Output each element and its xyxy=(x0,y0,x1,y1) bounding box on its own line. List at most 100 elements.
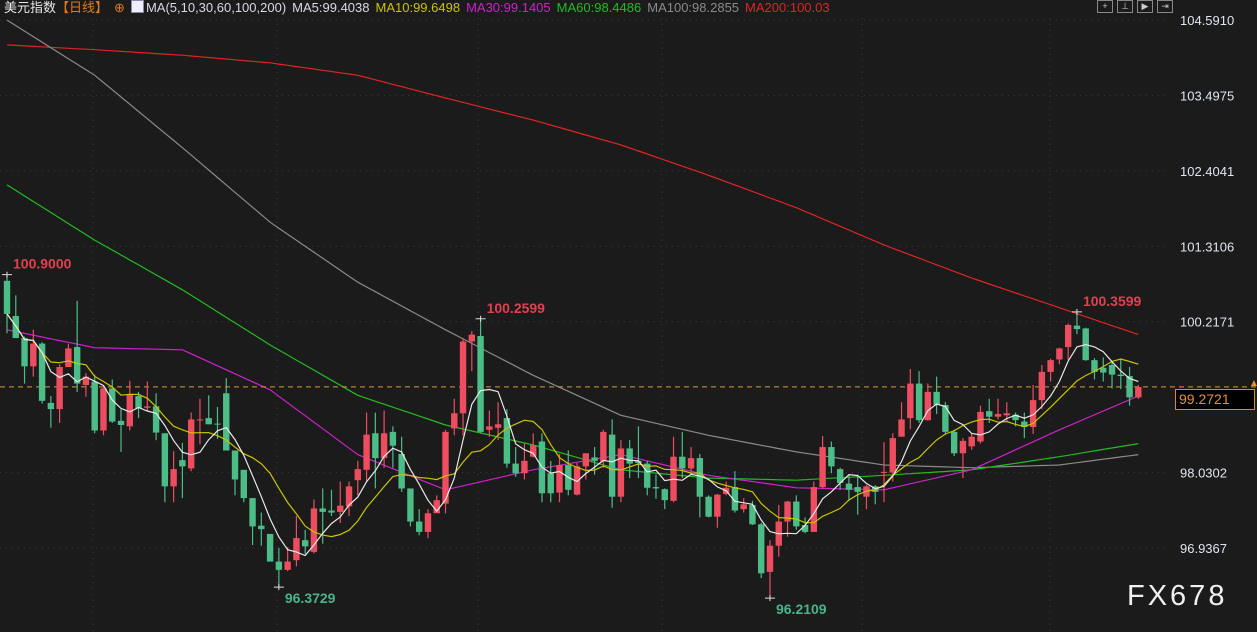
candle-body xyxy=(977,411,984,442)
candle-body xyxy=(828,447,835,467)
candle xyxy=(398,436,405,492)
candle-body xyxy=(240,469,247,499)
zoom-fit-icon[interactable]: ⊥ xyxy=(1117,0,1133,13)
candle xyxy=(1100,357,1107,382)
candle xyxy=(547,460,554,503)
indicator-chart-icon[interactable] xyxy=(130,0,144,13)
candle xyxy=(30,329,37,377)
candle-body xyxy=(56,367,63,410)
candle xyxy=(1126,367,1133,406)
candle-body xyxy=(398,453,405,489)
extreme-marker xyxy=(1071,308,1082,315)
candle-body xyxy=(187,419,195,469)
play-icon[interactable]: ▶ xyxy=(1137,0,1153,13)
watermark: FX678 xyxy=(1127,580,1228,612)
candle xyxy=(459,338,467,436)
candle xyxy=(284,547,291,572)
candle-body xyxy=(1073,325,1081,330)
jump-end-icon[interactable]: ⇥ xyxy=(1157,0,1173,13)
candle xyxy=(1021,412,1028,439)
candle xyxy=(117,409,125,452)
candle-body xyxy=(424,513,432,532)
candle xyxy=(608,419,616,508)
candle xyxy=(345,481,353,517)
candle-body xyxy=(328,510,335,513)
candle-body xyxy=(1029,400,1037,428)
candle-body xyxy=(38,343,46,401)
candle xyxy=(915,371,923,423)
candle xyxy=(179,442,186,499)
candle-body xyxy=(1135,387,1142,398)
candle xyxy=(21,336,28,384)
candle-body xyxy=(144,406,151,408)
candle xyxy=(714,493,721,528)
candle-body xyxy=(117,420,125,425)
candle-body xyxy=(801,525,809,532)
candle xyxy=(73,300,81,392)
candle-body xyxy=(266,533,274,562)
high-label: 100.3599 xyxy=(1083,293,1142,309)
candle-body xyxy=(179,460,186,467)
ma30-line xyxy=(6,329,1139,491)
crosshair-icon[interactable]: + xyxy=(1097,0,1113,13)
candle-body xyxy=(608,434,616,497)
candle-body xyxy=(521,460,528,474)
candle-body xyxy=(766,545,774,572)
candle-body xyxy=(661,489,668,501)
y-tick-label: 103.4975 xyxy=(1180,88,1234,103)
candle-body xyxy=(994,413,1002,417)
candle xyxy=(433,495,440,514)
candle xyxy=(828,441,835,474)
candle xyxy=(766,540,774,599)
ma10-value: MA10:99.6498 xyxy=(375,0,461,15)
candle-body xyxy=(749,504,756,525)
candle xyxy=(573,462,581,496)
candle xyxy=(293,516,300,567)
candle xyxy=(126,380,133,431)
candle xyxy=(863,484,870,510)
candle xyxy=(354,460,361,496)
candle-body xyxy=(73,347,81,384)
candle-body xyxy=(407,488,414,522)
candle xyxy=(731,471,739,513)
candle-body xyxy=(100,388,107,431)
candle xyxy=(898,402,905,437)
candle xyxy=(389,426,397,468)
candle-body xyxy=(1056,348,1063,360)
candle-body xyxy=(600,431,607,462)
instrument-title: 美元指数 xyxy=(4,0,57,15)
high-label: 100.2599 xyxy=(487,300,546,316)
candle xyxy=(65,343,72,368)
candle xyxy=(187,412,195,472)
candle-body xyxy=(433,500,440,514)
candle-body xyxy=(161,433,169,487)
period-label[interactable]: 【日线】 xyxy=(56,0,109,15)
candle xyxy=(503,409,511,468)
candle xyxy=(907,369,914,430)
candle-body xyxy=(345,486,353,507)
candle xyxy=(1073,311,1081,334)
candle-body xyxy=(714,494,721,517)
candle xyxy=(845,474,853,501)
candle xyxy=(38,342,46,404)
candle xyxy=(977,405,984,444)
candle-body xyxy=(793,501,800,527)
candle xyxy=(600,429,607,468)
low-label: 96.2109 xyxy=(776,601,827,617)
add-indicator-icon[interactable]: ⊕ xyxy=(114,0,125,15)
candle-body xyxy=(1126,376,1133,398)
y-tick-label: 104.5910 xyxy=(1180,13,1234,28)
candle-body xyxy=(968,436,975,447)
candle-body xyxy=(740,504,747,510)
candle-body xyxy=(810,487,818,532)
candle xyxy=(758,522,765,579)
candle-body xyxy=(389,431,397,446)
candle xyxy=(819,436,826,489)
candle-body xyxy=(354,469,361,481)
candle xyxy=(880,442,888,503)
candle-body xyxy=(512,463,519,474)
candle-body xyxy=(337,505,344,512)
candle-body xyxy=(898,419,905,437)
candle xyxy=(135,391,142,419)
